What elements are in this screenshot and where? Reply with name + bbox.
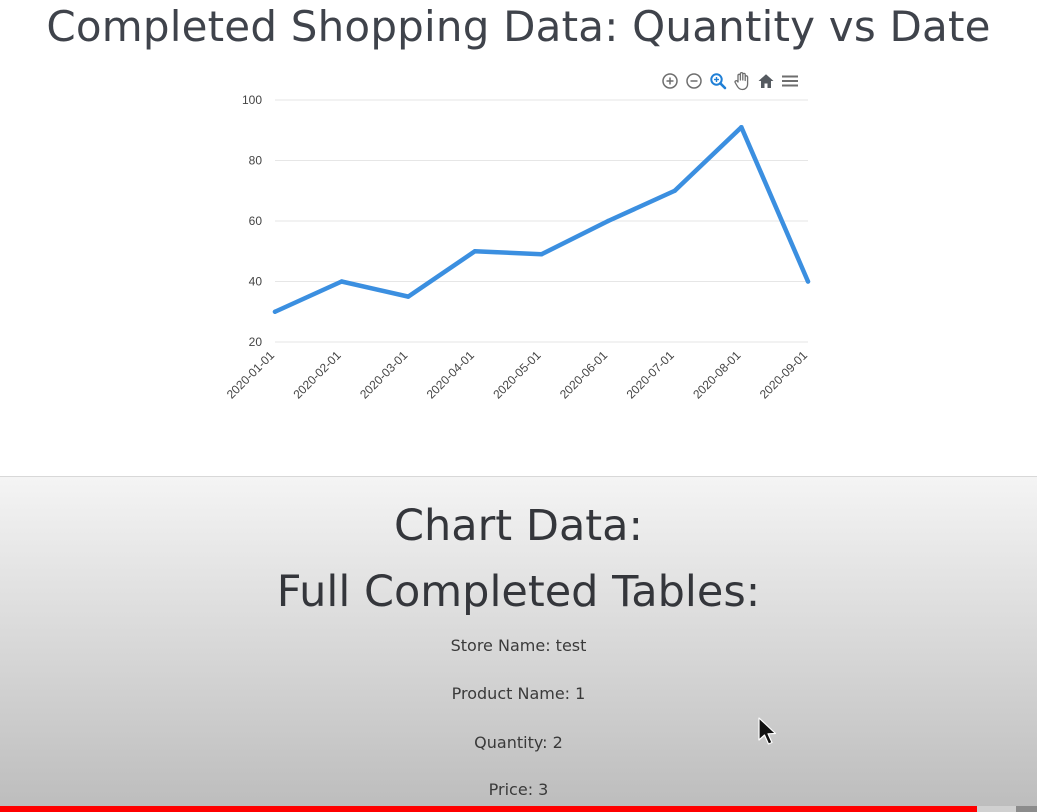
x-tick-label: 2020-06-01 — [557, 348, 611, 402]
page-title: Completed Shopping Data: Quantity vs Dat… — [46, 2, 991, 51]
series-line — [272, 124, 811, 314]
data-point[interactable] — [672, 188, 677, 193]
x-tick-label: 2020-08-01 — [690, 348, 744, 402]
data-point[interactable] — [272, 309, 278, 314]
line-chart: 20 40 60 80 100 2020-01-01 2020-02-01 2020-03-… — [224, 93, 811, 402]
x-axis-ticks: 2020-01-01 2020-02-01 2020-03-01 2020-04-01… — [224, 348, 811, 402]
data-point[interactable] — [539, 252, 544, 257]
menu-icon[interactable] — [778, 70, 802, 92]
selection-zoom-icon[interactable] — [706, 70, 730, 92]
pan-icon[interactable] — [730, 70, 754, 92]
tables-heading: Full Completed Tables: — [276, 567, 761, 617]
grid-lines — [275, 99, 808, 343]
chart-data-heading: Chart Data: — [394, 501, 643, 551]
chart-container: 20 40 60 80 100 2020-01-01 2020-02-01 2020-03-… — [210, 64, 830, 424]
x-tick-label: 2020-02-01 — [290, 348, 344, 402]
y-axis-ticks: 20 40 60 80 100 — [242, 93, 262, 349]
data-point[interactable] — [739, 125, 744, 130]
zoom-out-icon[interactable] — [682, 70, 706, 92]
y-tick-label: 80 — [249, 154, 263, 168]
chart-toolbar — [658, 70, 802, 92]
y-tick-label: 100 — [242, 93, 262, 107]
x-tick-label: 2020-07-01 — [624, 348, 678, 402]
y-tick-label: 40 — [249, 275, 263, 289]
data-point[interactable] — [605, 218, 611, 224]
quantity-field: Quantity: 2 — [474, 733, 563, 752]
price-field: Price: 3 — [488, 780, 549, 799]
x-tick-label: 2020-01-01 — [224, 348, 278, 402]
progress-buffered — [976, 806, 1017, 812]
reset-home-icon[interactable] — [754, 70, 778, 92]
y-tick-label: 60 — [249, 214, 263, 228]
x-tick-label: 2020-04-01 — [424, 348, 478, 402]
data-point[interactable] — [339, 279, 344, 284]
data-point[interactable] — [472, 249, 478, 254]
video-progress-bar[interactable] — [0, 806, 1037, 812]
y-tick-label: 20 — [249, 335, 263, 349]
x-tick-label: 2020-09-01 — [757, 348, 811, 402]
mouse-cursor-icon — [757, 716, 779, 752]
data-point[interactable] — [406, 294, 411, 299]
zoom-in-icon[interactable] — [658, 70, 682, 92]
data-point[interactable] — [805, 279, 811, 284]
store-name-field: Store Name: test — [450, 636, 587, 655]
details-panel: Chart Data: Full Completed Tables: Store… — [0, 476, 1037, 807]
progress-played — [0, 806, 977, 812]
x-tick-label: 2020-03-01 — [357, 348, 411, 402]
product-name-field: Product Name: 1 — [451, 684, 586, 703]
x-tick-label: 2020-05-01 — [490, 348, 544, 402]
series-layer — [272, 124, 811, 314]
